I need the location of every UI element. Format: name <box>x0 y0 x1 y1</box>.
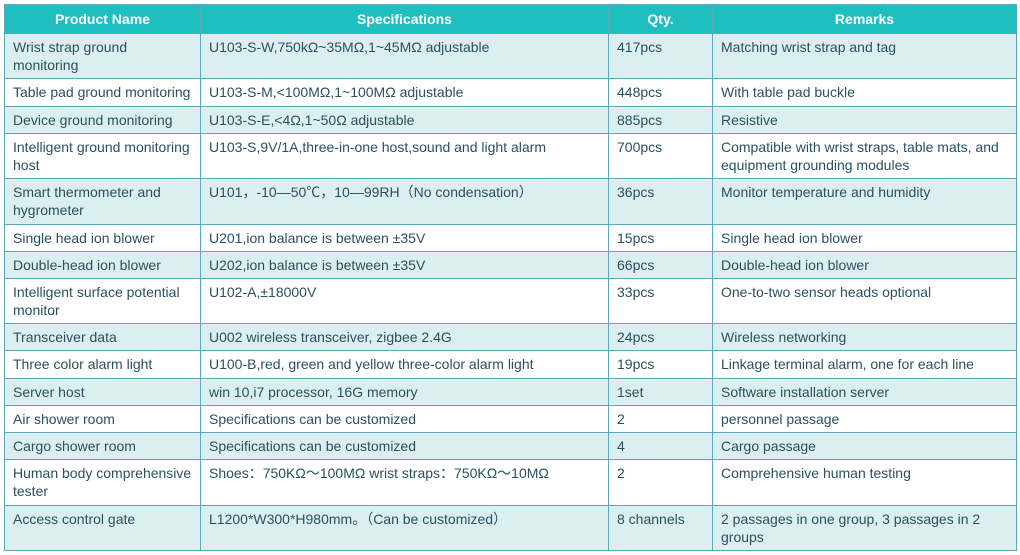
cell-qty: 24pcs <box>609 324 713 351</box>
cell-product-name: Three color alarm light <box>5 351 201 378</box>
table-row: Server host win 10,i7 processor, 16G mem… <box>5 378 1017 405</box>
cell-qty: 417pcs <box>609 34 713 79</box>
col-header-remarks: Remarks <box>713 5 1017 34</box>
table-row: Intelligent ground monitoring host U103-… <box>5 133 1017 178</box>
cell-product-name: Server host <box>5 378 201 405</box>
cell-product-name: Intelligent surface potential monitor <box>5 278 201 323</box>
table-row: Transceiver data U002 wireless transceiv… <box>5 324 1017 351</box>
table-row: Air shower room Specifications can be cu… <box>5 405 1017 432</box>
cell-spec: Specifications can be customized <box>201 433 609 460</box>
cell-spec: Shoes：750KΩ～100MΩ wrist straps：750KΩ～10M… <box>201 460 609 505</box>
cell-remarks: 2 passages in one group, 3 passages in 2… <box>713 505 1017 550</box>
col-header-product-name: Product Name <box>5 5 201 34</box>
table-row: Wrist strap ground monitoring U103-S-W,7… <box>5 34 1017 79</box>
cell-qty: 66pcs <box>609 251 713 278</box>
cell-spec: U103-S,9V/1A,three-in-one host,sound and… <box>201 133 609 178</box>
cell-product-name: Double-head ion blower <box>5 251 201 278</box>
table-row: Human body comprehensive tester Shoes：75… <box>5 460 1017 505</box>
cell-qty: 19pcs <box>609 351 713 378</box>
cell-spec: U201,ion balance is between ±35V <box>201 224 609 251</box>
cell-spec: U101，-10—50℃，10—99RH（No condensation） <box>201 179 609 224</box>
table-row: Access control gate L1200*W300*H980mm。（C… <box>5 505 1017 550</box>
cell-spec: Specifications can be customized <box>201 405 609 432</box>
cell-spec: U102-A,±18000V <box>201 278 609 323</box>
cell-product-name: Single head ion blower <box>5 224 201 251</box>
cell-qty: 2 <box>609 405 713 432</box>
product-spec-table: Product Name Specifications Qty. Remarks… <box>4 4 1017 551</box>
cell-product-name: Table pad ground monitoring <box>5 79 201 106</box>
cell-remarks: One-to-two sensor heads optional <box>713 278 1017 323</box>
table-row: Table pad ground monitoring U103-S-M,<10… <box>5 79 1017 106</box>
cell-spec: L1200*W300*H980mm。（Can be customized） <box>201 505 609 550</box>
cell-product-name: Intelligent ground monitoring host <box>5 133 201 178</box>
col-header-specifications: Specifications <box>201 5 609 34</box>
cell-product-name: Smart thermometer and hygrometer <box>5 179 201 224</box>
cell-spec: win 10,i7 processor, 16G memory <box>201 378 609 405</box>
table-row: Double-head ion blower U202,ion balance … <box>5 251 1017 278</box>
cell-remarks: Wireless networking <box>713 324 1017 351</box>
table-row: Cargo shower room Specifications can be … <box>5 433 1017 460</box>
cell-spec: U103-S-W,750kΩ~35MΩ,1~45MΩ adjustable <box>201 34 609 79</box>
cell-remarks: Matching wrist strap and tag <box>713 34 1017 79</box>
table-row: Smart thermometer and hygrometer U101，-1… <box>5 179 1017 224</box>
cell-remarks: Compatible with wrist straps, table mats… <box>713 133 1017 178</box>
cell-qty: 36pcs <box>609 179 713 224</box>
cell-spec: U202,ion balance is between ±35V <box>201 251 609 278</box>
cell-product-name: Device ground monitoring <box>5 106 201 133</box>
cell-remarks: Software installation server <box>713 378 1017 405</box>
table-header-row: Product Name Specifications Qty. Remarks <box>5 5 1017 34</box>
cell-product-name: Access control gate <box>5 505 201 550</box>
cell-product-name: Transceiver data <box>5 324 201 351</box>
cell-remarks: Comprehensive human testing <box>713 460 1017 505</box>
cell-spec: U002 wireless transceiver, zigbee 2.4G <box>201 324 609 351</box>
cell-remarks: Cargo passage <box>713 433 1017 460</box>
cell-remarks: Monitor temperature and humidity <box>713 179 1017 224</box>
table-row: Single head ion blower U201,ion balance … <box>5 224 1017 251</box>
cell-qty: 33pcs <box>609 278 713 323</box>
cell-spec: U100-B,red, green and yellow three-color… <box>201 351 609 378</box>
cell-remarks: Double-head ion blower <box>713 251 1017 278</box>
cell-spec: U103-S-E,<4Ω,1~50Ω adjustable <box>201 106 609 133</box>
table-row: Three color alarm light U100-B,red, gree… <box>5 351 1017 378</box>
cell-qty: 8 channels <box>609 505 713 550</box>
cell-product-name: Air shower room <box>5 405 201 432</box>
cell-qty: 1set <box>609 378 713 405</box>
cell-remarks: With table pad buckle <box>713 79 1017 106</box>
cell-remarks: Single head ion blower <box>713 224 1017 251</box>
table-body: Wrist strap ground monitoring U103-S-W,7… <box>5 34 1017 551</box>
cell-qty: 15pcs <box>609 224 713 251</box>
cell-qty: 885pcs <box>609 106 713 133</box>
col-header-qty: Qty. <box>609 5 713 34</box>
cell-qty: 2 <box>609 460 713 505</box>
table-row: Intelligent surface potential monitor U1… <box>5 278 1017 323</box>
cell-qty: 448pcs <box>609 79 713 106</box>
cell-product-name: Wrist strap ground monitoring <box>5 34 201 79</box>
cell-remarks: personnel passage <box>713 405 1017 432</box>
cell-product-name: Human body comprehensive tester <box>5 460 201 505</box>
cell-spec: U103-S-M,<100MΩ,1~100MΩ adjustable <box>201 79 609 106</box>
cell-product-name: Cargo shower room <box>5 433 201 460</box>
cell-qty: 700pcs <box>609 133 713 178</box>
cell-remarks: Resistive <box>713 106 1017 133</box>
cell-qty: 4 <box>609 433 713 460</box>
table-row: Device ground monitoring U103-S-E,<4Ω,1~… <box>5 106 1017 133</box>
cell-remarks: Linkage terminal alarm, one for each lin… <box>713 351 1017 378</box>
